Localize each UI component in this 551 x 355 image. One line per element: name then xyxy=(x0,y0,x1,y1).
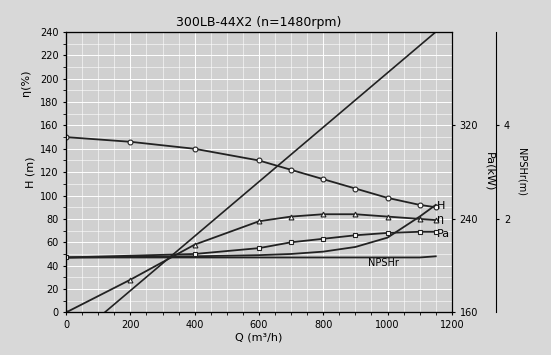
Text: η(%): η(%) xyxy=(20,69,31,96)
Y-axis label: Pa(kW): Pa(kW) xyxy=(485,153,495,192)
Text: η: η xyxy=(437,214,445,224)
Y-axis label: NPSHr(m): NPSHr(m) xyxy=(517,148,527,196)
Text: Pa: Pa xyxy=(437,229,451,239)
Title: 300LB-44X2 (n=1480rpm): 300LB-44X2 (n=1480rpm) xyxy=(176,16,342,29)
Text: H: H xyxy=(437,201,446,211)
Y-axis label: H (m): H (m) xyxy=(26,157,36,188)
X-axis label: Q (m³/h): Q (m³/h) xyxy=(235,333,283,343)
Text: NPSHr: NPSHr xyxy=(368,258,399,268)
